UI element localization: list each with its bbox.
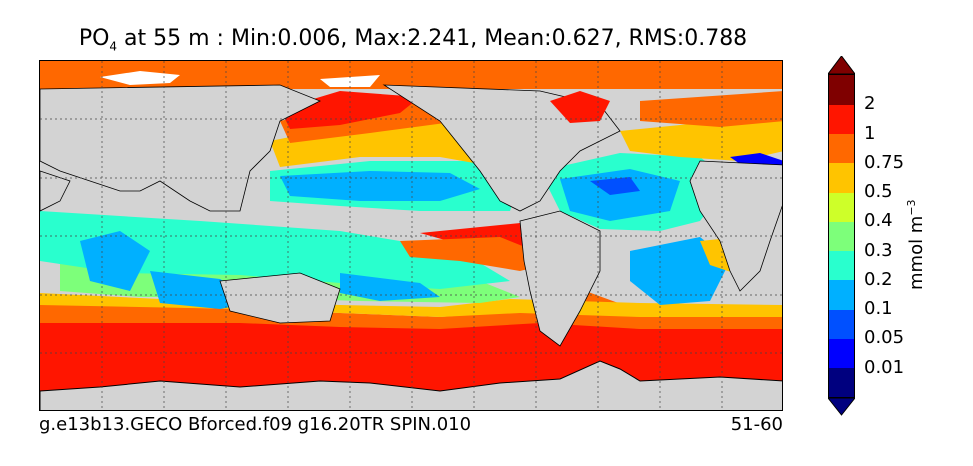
colorbar — [828, 74, 855, 398]
colorbar-tick-label: 0.01 — [864, 356, 905, 378]
north-pacific-blue — [280, 171, 480, 201]
colorbar-segment — [829, 162, 854, 193]
colorbar-tick-label: 0.2 — [864, 268, 893, 290]
africa — [689, 160, 782, 292]
south-pacific-blue — [340, 273, 440, 301]
colorbar-segment — [829, 192, 854, 222]
colorbar-segment — [829, 221, 854, 252]
tropical-cyan — [40, 211, 510, 289]
australia — [219, 272, 341, 324]
title-subscript: 4 — [109, 39, 118, 54]
colorbar-segment — [829, 367, 854, 398]
years-caption: 51-60 — [730, 414, 783, 435]
colorbar-tick-label: 0.3 — [864, 239, 893, 261]
map-graphic — [40, 61, 782, 410]
run-id-caption: g.e13b13.GECO Bforced.f09 g16.20TR SPIN.… — [39, 414, 472, 435]
title-variable: PO — [78, 26, 110, 51]
colorbar-segment — [829, 309, 854, 339]
hudson-bay-red — [550, 91, 610, 123]
ocean-map — [39, 60, 783, 411]
colorbar-under-triangle — [828, 397, 855, 416]
north-atlantic-blue — [560, 169, 680, 221]
colorbar-unit-label: mmol m−3 — [905, 199, 927, 290]
colorbar-tick-label: 2 — [864, 93, 876, 115]
north-atlantic-yellow — [620, 117, 782, 161]
southern-orange-band — [40, 289, 782, 329]
unit-exponent: −3 — [905, 199, 918, 216]
colorbar-tick-label: 1 — [864, 122, 876, 144]
eurasia — [40, 84, 321, 212]
subpolar-orange — [640, 91, 782, 127]
colorbar-segment — [829, 250, 854, 281]
colorbar-segment — [829, 338, 854, 369]
arctic-ice — [100, 71, 180, 85]
map-title: PO4 at 55 m : Min:0.006, Max:2.241, Mean… — [0, 26, 826, 53]
colorbar-segment — [829, 279, 854, 310]
unit-base: mmol m — [906, 215, 927, 290]
graticule — [40, 61, 782, 410]
colorbar-tick-label: 0.75 — [864, 151, 905, 173]
title-stats: at 55 m : Min:0.006, Max:2.241, Mean:0.6… — [117, 26, 748, 51]
southern-yellow-band — [40, 293, 782, 317]
indian-blue — [80, 231, 150, 291]
colorbar-segment — [829, 133, 854, 164]
south-atlantic-blue — [630, 237, 730, 305]
africa-west-edge — [40, 170, 71, 212]
colorbar-tick-label: 0.1 — [864, 298, 893, 320]
eastern-pacific-orange — [400, 237, 560, 271]
colorbar-segment — [829, 104, 854, 135]
colorbar-segment — [829, 75, 854, 105]
colorbar-over-triangle — [828, 56, 855, 75]
colorbar-tick-label: 0.4 — [864, 210, 893, 232]
colorbar-tick-label: 0.5 — [864, 181, 893, 203]
colorbar-tick-label: 0.05 — [864, 327, 905, 349]
sargasso-deep-blue — [590, 177, 640, 195]
antarctica — [40, 360, 782, 410]
south-america — [519, 210, 601, 347]
